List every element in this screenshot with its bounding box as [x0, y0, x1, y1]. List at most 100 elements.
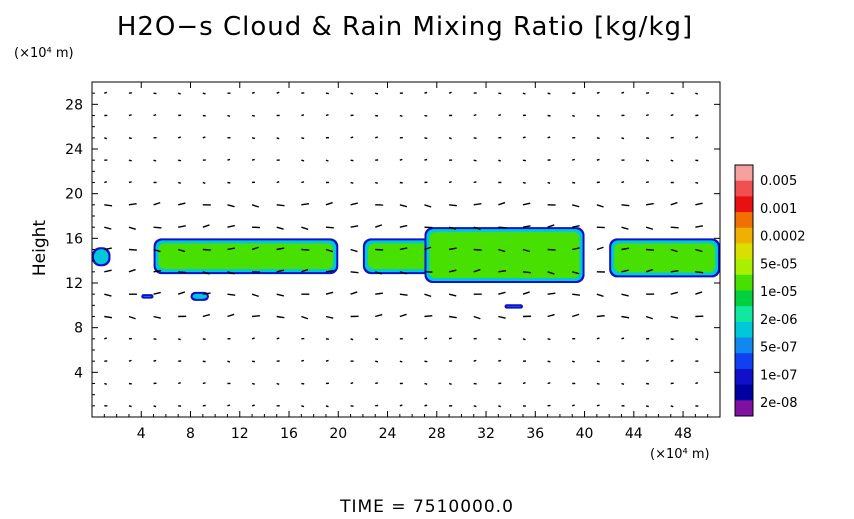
- wind-vector: [276, 204, 285, 207]
- wind-vector: [177, 382, 181, 385]
- wind-vector: [645, 114, 649, 117]
- wind-vector: [547, 136, 551, 139]
- wind-vector: [424, 293, 432, 298]
- wind-vector: [522, 136, 526, 139]
- wind-vector: [251, 360, 256, 363]
- wind-vector: [202, 360, 206, 363]
- wind-vector: [572, 360, 575, 363]
- wind-vector: [498, 405, 502, 408]
- wind-vector: [596, 404, 600, 407]
- wind-vector: [572, 271, 580, 275]
- wind-vector: [301, 405, 305, 408]
- wind-vector: [424, 337, 428, 340]
- wind-vector: [128, 315, 136, 320]
- colorbar-label: 1e-07: [760, 368, 798, 383]
- wind-vector: [128, 226, 136, 230]
- wind-vector: [646, 248, 655, 251]
- wind-vector: [473, 248, 482, 251]
- wind-vector: [153, 159, 157, 162]
- wind-vector: [301, 114, 305, 117]
- wind-vector: [128, 203, 137, 206]
- wind-vector: [128, 137, 132, 140]
- wind-vector: [325, 405, 329, 408]
- wind-vector: [522, 181, 526, 184]
- x-tick-label: 8: [186, 426, 195, 442]
- wind-vector: [522, 271, 531, 274]
- wind-vector: [522, 338, 526, 341]
- y-unit-label: (×10⁴ m): [14, 46, 74, 61]
- wind-vector: [177, 248, 186, 253]
- wind-vector: [424, 246, 432, 251]
- wind-vector: [547, 313, 555, 318]
- x-tick-label: 12: [231, 426, 249, 442]
- wind-vector: [596, 293, 604, 298]
- wind-vector: [375, 271, 383, 275]
- cloud-band-inner-0: [94, 249, 109, 265]
- wind-vector: [695, 202, 703, 206]
- colorbar-swatch: [735, 196, 753, 213]
- wind-vector: [670, 269, 679, 273]
- wind-vector: [227, 204, 235, 208]
- wind-vector: [596, 204, 604, 208]
- wind-vector: [670, 359, 674, 362]
- wind-vector: [251, 404, 255, 407]
- wind-vector: [596, 91, 600, 94]
- wind-vector: [374, 181, 378, 184]
- wind-vector: [498, 338, 502, 341]
- wind-vector: [670, 226, 679, 229]
- wind-vector: [473, 315, 481, 320]
- y-tick-label: 12: [65, 276, 83, 292]
- wind-vector: [399, 114, 403, 118]
- wind-vector: [350, 92, 354, 95]
- wind-vector: [399, 313, 407, 318]
- wind-vector: [448, 315, 457, 319]
- y-tick-label: 20: [65, 187, 83, 203]
- wind-vector: [350, 181, 354, 184]
- wind-vector: [498, 291, 506, 295]
- colorbar-label: 5e-07: [760, 341, 798, 356]
- wind-vector: [128, 248, 137, 251]
- colorbar-swatch: [735, 353, 753, 370]
- wind-vector: [251, 114, 255, 117]
- wind-vector: [301, 159, 305, 162]
- wind-vector: [350, 271, 359, 274]
- wind-vector: [153, 291, 161, 295]
- wind-vector: [251, 382, 255, 385]
- wind-vector: [424, 158, 428, 161]
- wind-vector: [202, 292, 211, 295]
- wind-vector: [104, 293, 112, 297]
- wind-vector: [325, 226, 334, 229]
- wind-vector: [104, 269, 112, 273]
- wind-vector: [695, 291, 703, 295]
- chart-title: H2O−s Cloud & Rain Mixing Ratio [kg/kg]: [116, 12, 694, 42]
- y-tick-label: 4: [74, 365, 83, 381]
- wind-vector: [375, 136, 378, 139]
- wind-vector: [128, 114, 132, 117]
- wind-vector: [276, 269, 285, 273]
- wind-vector: [350, 248, 358, 253]
- wind-vector: [547, 271, 555, 275]
- wind-vector: [227, 247, 236, 251]
- wind-vector: [424, 91, 428, 94]
- wind-vector: [572, 224, 580, 228]
- wind-vector: [375, 338, 379, 341]
- wind-vector: [104, 91, 108, 94]
- wind-vector: [448, 337, 452, 340]
- x-tick-label: 24: [379, 426, 397, 442]
- wind-vector: [448, 382, 452, 386]
- wind-vector: [177, 338, 181, 341]
- wind-vector: [498, 159, 502, 162]
- wind-vector: [325, 359, 329, 362]
- wind-vector: [202, 382, 206, 385]
- wind-vector: [202, 92, 206, 95]
- wind-vector: [572, 313, 580, 318]
- wind-vector: [646, 202, 654, 206]
- wind-vector: [399, 224, 408, 228]
- wind-vector: [350, 202, 358, 206]
- wind-vector: [621, 137, 625, 140]
- wind-vector: [645, 137, 650, 140]
- wind-vector: [547, 181, 551, 184]
- y-tick-label: 16: [65, 231, 83, 247]
- wind-vector: [153, 248, 161, 253]
- wind-vector: [128, 181, 132, 184]
